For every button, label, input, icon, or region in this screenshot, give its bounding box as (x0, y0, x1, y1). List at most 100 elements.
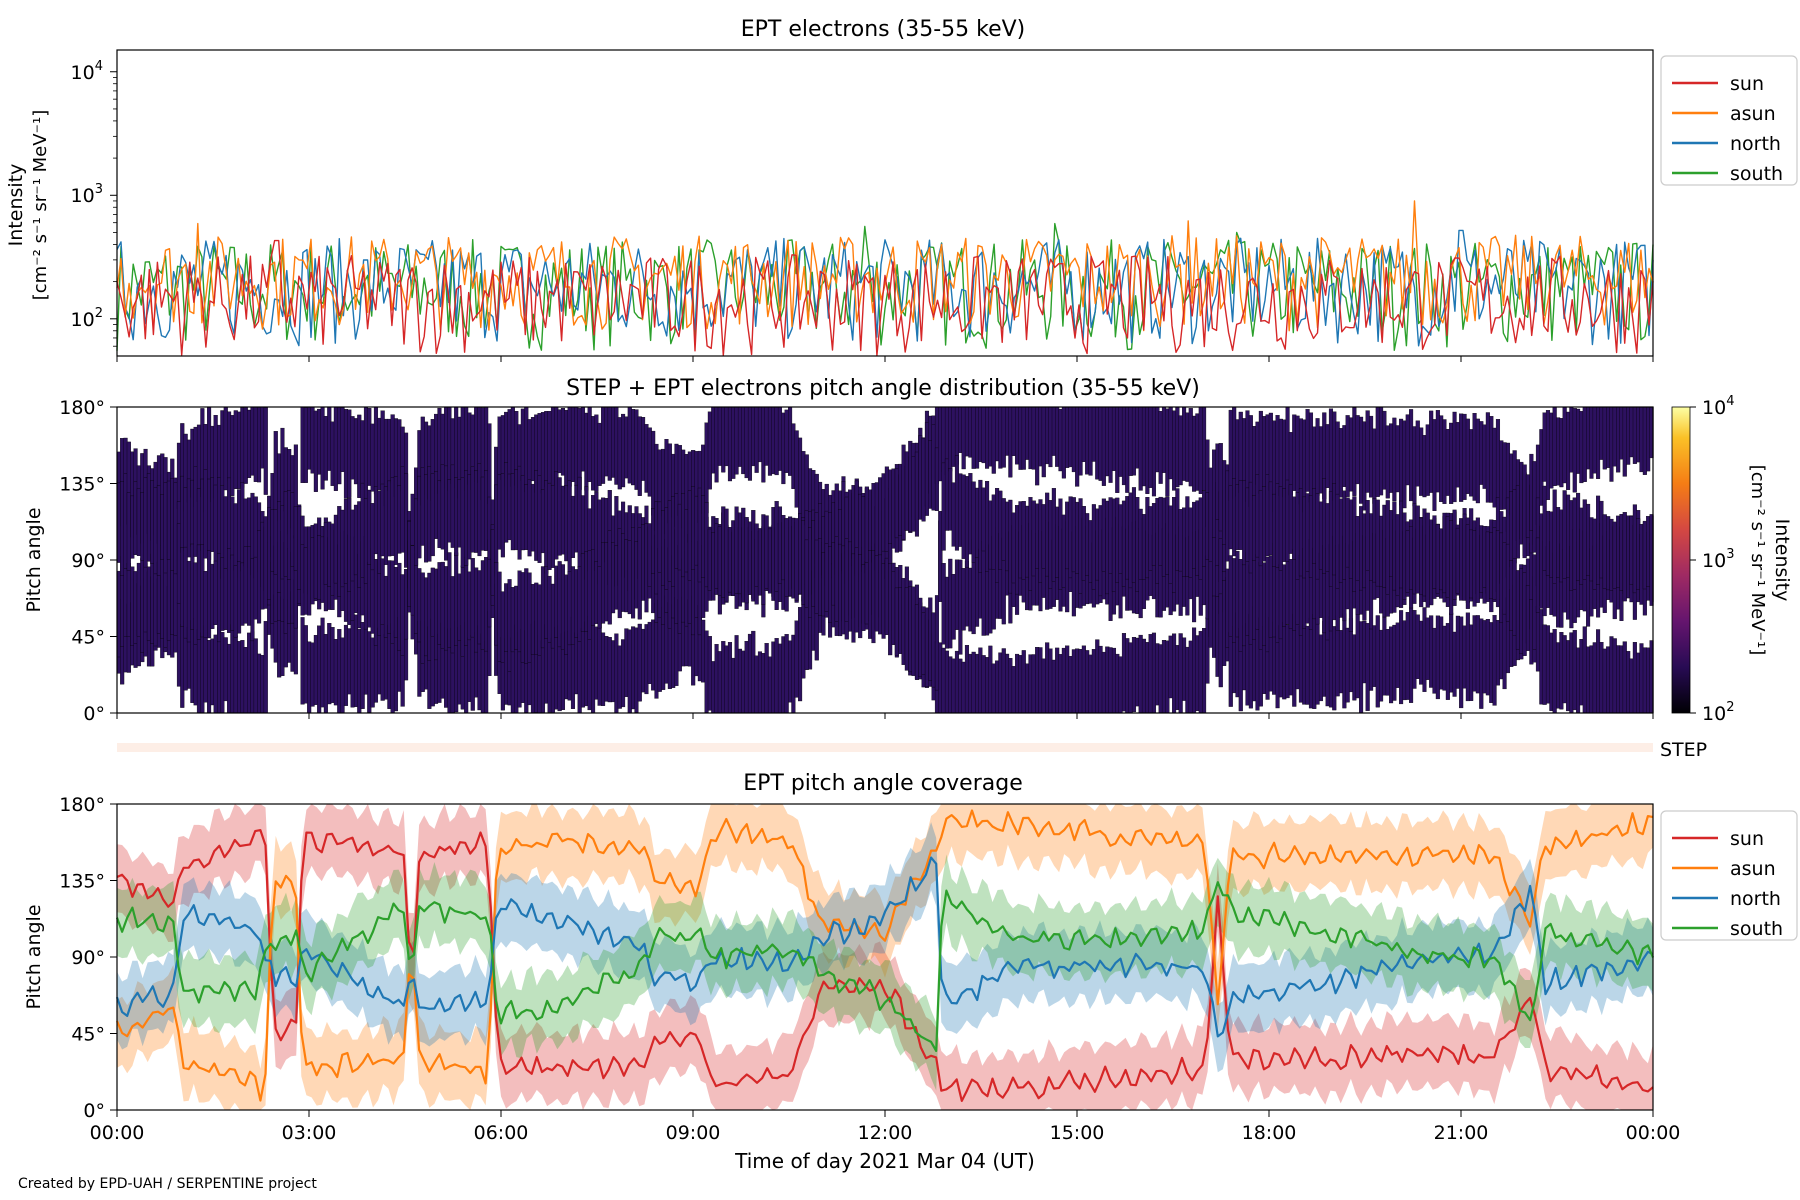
pad-cell-north (504, 462, 509, 543)
pad-cell-south (948, 468, 953, 531)
pad-cell-south (1125, 496, 1130, 580)
coverage-band-sun (117, 804, 1653, 1110)
pad-cell-north (1212, 595, 1217, 658)
pad-cell-asun (624, 416, 629, 479)
pad-cell-south (604, 542, 609, 622)
pad-cell-south (1278, 486, 1283, 571)
pad-cell-north (203, 469, 208, 559)
pad-cell-asun (1612, 406, 1617, 467)
pad-cell-sun (1415, 614, 1420, 679)
pad-cell-south (767, 528, 773, 594)
pad-cell-south (247, 546, 252, 626)
pad-cell-south (1185, 496, 1190, 577)
pad-cell-south (323, 522, 328, 585)
pad-cell-sun (1545, 625, 1551, 704)
pad-cell-sun (1058, 654, 1063, 714)
pad-cell-south (1372, 498, 1377, 583)
pad-cell-asun (1425, 424, 1430, 496)
pad-cell-south (1065, 501, 1070, 570)
pad-cell-sun (317, 408, 322, 475)
pad-cell-sun (1031, 654, 1036, 714)
colorbar (1671, 406, 1691, 714)
pad-cell-south (1295, 492, 1300, 580)
pad-cell-south (1048, 500, 1053, 589)
pad-cell-asun (1602, 406, 1607, 470)
pad-cell-south (981, 487, 986, 552)
pad-cell-sun (1338, 630, 1344, 694)
pad-cell-asun (340, 637, 345, 714)
pad-cell-sun (1612, 638, 1617, 714)
pad-cell-sun (1596, 629, 1601, 714)
pad-cell-south (1075, 501, 1080, 574)
panel2-ytick-label: 180° (59, 397, 105, 419)
pad-cell-asun (717, 406, 722, 466)
pad-cell-asun (767, 406, 773, 476)
pad-cell-sun (757, 651, 763, 714)
pad-cell-asun (1492, 427, 1497, 508)
panel2-ytick-label: 45° (71, 627, 105, 649)
pad-cell-north (520, 475, 525, 551)
pad-cell-sun (1125, 638, 1130, 714)
panel2-ytick-label: 135° (59, 474, 105, 496)
pad-cell-asun (350, 614, 355, 708)
pad-cell-south (1415, 505, 1420, 594)
pad-cell-south (427, 466, 432, 562)
pad-cell-sun (1065, 645, 1070, 714)
pad-cell-north (510, 473, 515, 551)
panel3-xtick-label: 09:00 (666, 1122, 721, 1144)
pad-cell-sun (1432, 627, 1437, 694)
pad-cell-sun (1108, 647, 1113, 714)
pad-cell-asun (597, 422, 602, 486)
pad-cell-south (1151, 503, 1157, 566)
pad-cell-sun (1185, 646, 1190, 713)
pad-cell-north (213, 484, 218, 568)
panel1-ytick-label: 102 (71, 306, 103, 331)
pad-cell-sun (1622, 641, 1627, 714)
panel2-pad-map (116, 406, 1654, 714)
pad-cell-south (1141, 514, 1147, 580)
pad-cell-asun (784, 409, 789, 473)
pad-cell-south (1502, 542, 1507, 615)
pad-cell-asun (981, 406, 986, 464)
pad-cell-sun (1382, 616, 1387, 696)
pad-cell-asun (273, 431, 278, 511)
pad-cell-north (126, 563, 131, 637)
pad-cell-north (570, 495, 576, 558)
pad-cell-south (854, 547, 859, 633)
pad-cell-sun (487, 423, 492, 504)
pad-cell-south (724, 508, 729, 602)
panel3-series (115, 804, 1655, 1110)
panel3-xtick-label: 00:00 (90, 1122, 145, 1144)
pad-cell-south (1322, 478, 1327, 574)
pad-cell-south (1245, 487, 1250, 562)
pad-cell-asun (1459, 413, 1464, 502)
pad-cell-north (554, 471, 559, 560)
pad-cell-south (1629, 515, 1634, 585)
pad-cell-asun (257, 653, 262, 714)
colorbar-tick-label: 104 (1702, 394, 1734, 419)
pad-cell-north (434, 568, 439, 661)
pad-cell-north (911, 456, 916, 532)
pad-cell-south (257, 530, 262, 624)
legend-box (1660, 55, 1798, 186)
pad-cell-sun (777, 643, 783, 714)
figure-footer: Created by EPD-UAH / SERPENTINE project (18, 1176, 317, 1192)
pad-cell-asun (1569, 406, 1574, 473)
pad-cell-asun (383, 634, 389, 700)
coverage-line-south (115, 881, 1655, 1052)
pad-cell-sun (631, 626, 636, 710)
pad-cell-asun (1596, 406, 1601, 479)
pad-cell-south (631, 527, 636, 619)
pad-cell-north (904, 451, 909, 531)
panel3-xtick-label: 03:00 (282, 1122, 337, 1144)
pad-cell-asun (1212, 529, 1217, 604)
pad-cell-asun (1125, 406, 1130, 493)
pad-cell-asun (520, 408, 525, 481)
pad-cell-south (1135, 497, 1140, 592)
pad-cell-south (333, 514, 338, 584)
pad-cell-north (580, 495, 586, 557)
pad-cell-south (691, 486, 696, 570)
pad-cell-south (170, 478, 175, 571)
pad-cell-sun (1025, 663, 1030, 714)
